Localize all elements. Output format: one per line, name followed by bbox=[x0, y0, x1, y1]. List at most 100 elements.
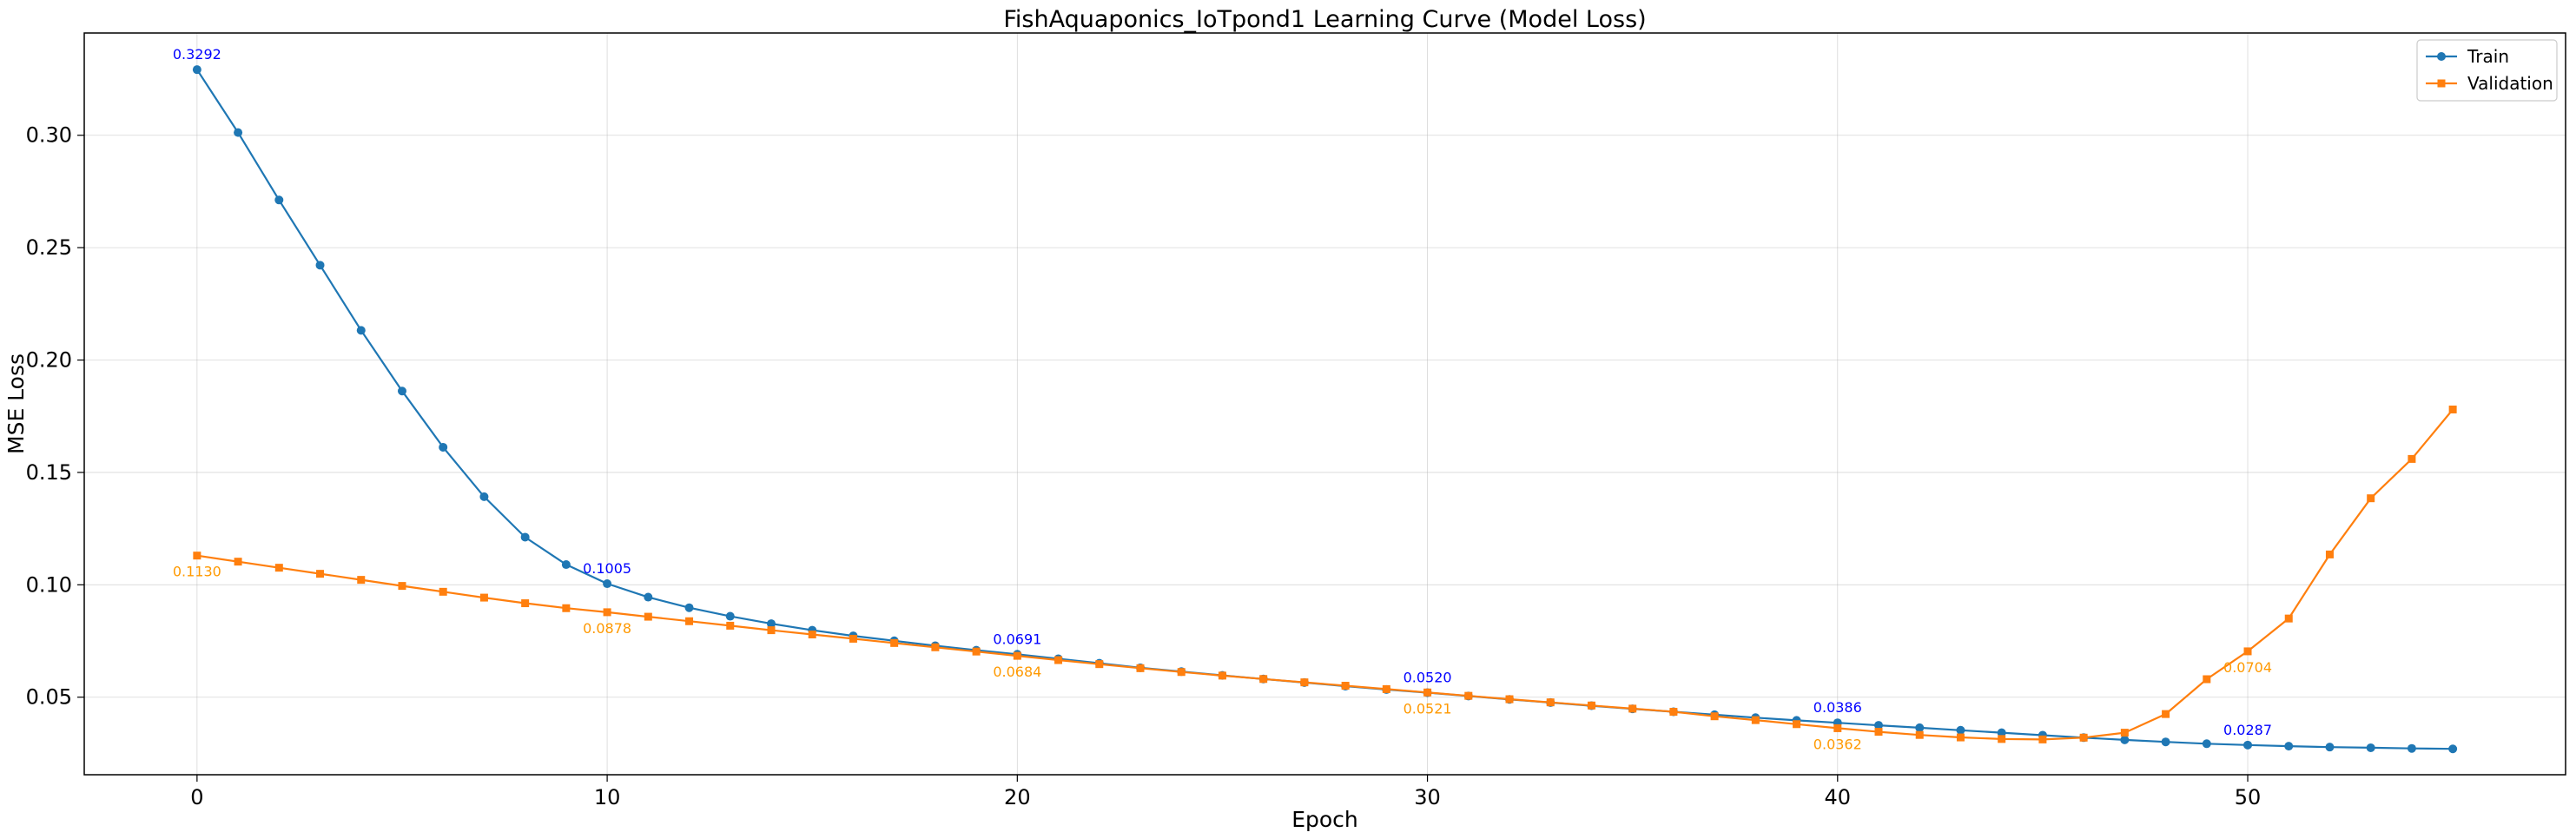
train-data-label: 0.3292 bbox=[173, 46, 221, 63]
validation-point bbox=[1669, 708, 1678, 717]
validation-point bbox=[2079, 733, 2088, 742]
validation-point bbox=[1382, 684, 1390, 693]
validation-point bbox=[1423, 688, 1432, 697]
train-data-label: 0.0386 bbox=[1813, 699, 1862, 716]
validation-data-label: 0.0704 bbox=[2223, 659, 2272, 676]
validation-point bbox=[849, 634, 857, 643]
validation-point bbox=[316, 570, 325, 578]
train-point bbox=[192, 65, 201, 75]
y-tick-label: 0.25 bbox=[26, 235, 72, 260]
validation-point bbox=[2203, 675, 2211, 684]
validation-series bbox=[193, 405, 2457, 743]
train-point bbox=[1997, 728, 2006, 737]
validation-point bbox=[2408, 454, 2416, 463]
validation-point bbox=[644, 612, 652, 621]
validation-point bbox=[1259, 675, 1268, 684]
validation-line bbox=[196, 408, 2454, 741]
train-point bbox=[315, 261, 325, 270]
series-layer bbox=[192, 65, 2458, 754]
validation-point bbox=[193, 552, 201, 560]
validation-point bbox=[808, 631, 816, 639]
validation-point bbox=[1546, 698, 1555, 707]
plot-frame bbox=[83, 32, 2566, 776]
validation-point bbox=[1505, 695, 1514, 704]
y-tick-label: 0.30 bbox=[26, 123, 72, 148]
validation-point bbox=[1915, 730, 1924, 739]
validation-point bbox=[1874, 728, 1883, 737]
train-point bbox=[766, 619, 776, 629]
validation-point bbox=[2120, 729, 2129, 737]
validation-point bbox=[1136, 664, 1145, 672]
validation-point bbox=[1095, 660, 1104, 669]
train-point bbox=[2202, 739, 2211, 749]
validation-point bbox=[479, 593, 488, 602]
train-point bbox=[479, 492, 489, 501]
validation-point bbox=[1998, 735, 2006, 743]
annotations: 0.3292 0.1005 0.0691 0.0520 0.0386 0.0287 0.11… bbox=[173, 46, 2272, 752]
train-point bbox=[234, 128, 243, 137]
legend: Train Validation bbox=[2416, 39, 2558, 102]
train-point bbox=[684, 603, 694, 612]
train-point bbox=[2284, 742, 2294, 751]
validation-point bbox=[1464, 691, 1473, 700]
grid bbox=[84, 33, 2566, 775]
validation-point bbox=[685, 617, 694, 625]
validation-point bbox=[1341, 682, 1350, 690]
validation-data-label: 0.0878 bbox=[583, 620, 631, 637]
x-tick-label: 30 bbox=[1414, 785, 1441, 809]
train-point bbox=[2325, 743, 2335, 752]
train-point bbox=[644, 592, 653, 602]
validation-point bbox=[1628, 704, 1637, 713]
train-point bbox=[2161, 737, 2170, 747]
validation-data-label: 0.0521 bbox=[1404, 700, 1452, 717]
train-point bbox=[2366, 743, 2375, 752]
x-tick-label: 10 bbox=[594, 785, 621, 809]
y-tick-label: 0.10 bbox=[26, 572, 72, 597]
train-data-label: 0.1005 bbox=[583, 560, 631, 577]
validation-point bbox=[603, 608, 611, 617]
train-point bbox=[2243, 740, 2253, 750]
validation-point bbox=[2448, 405, 2457, 413]
validation-point bbox=[726, 621, 735, 630]
validation-point bbox=[767, 626, 776, 635]
train-point bbox=[2120, 735, 2130, 744]
legend-swatch-marker bbox=[2437, 52, 2446, 61]
validation-data-label: 0.1130 bbox=[173, 564, 221, 580]
x-tick-label: 40 bbox=[1825, 785, 1852, 809]
x-tick-label: 20 bbox=[1004, 785, 1031, 809]
validation-point bbox=[439, 587, 447, 596]
validation-point bbox=[1300, 678, 1309, 687]
validation-point bbox=[1793, 720, 1801, 729]
train-point bbox=[561, 560, 571, 570]
x-tick-label: 0 bbox=[190, 785, 203, 809]
y-tick-label: 0.20 bbox=[26, 348, 72, 373]
validation-data-label: 0.0362 bbox=[1813, 736, 1862, 752]
ticks: 0 10 20 30 40 50 0.05 0.10 0.15 0.20 0.25 0.30 bbox=[26, 123, 2262, 809]
validation-point bbox=[1751, 716, 1760, 724]
train-point bbox=[1874, 721, 1884, 730]
train-data-label: 0.0520 bbox=[1404, 670, 1452, 686]
validation-point bbox=[2038, 735, 2047, 743]
train-point bbox=[1956, 725, 1965, 735]
validation-point bbox=[1054, 656, 1063, 664]
legend-label: Train bbox=[2467, 46, 2509, 67]
train-point bbox=[397, 386, 406, 396]
validation-data-label: 0.0684 bbox=[993, 664, 1041, 680]
validation-point bbox=[931, 643, 940, 651]
validation-point bbox=[521, 599, 530, 608]
validation-point bbox=[1710, 712, 1719, 721]
validation-point bbox=[2243, 647, 2252, 656]
train-point bbox=[520, 532, 530, 542]
train-point bbox=[2448, 744, 2458, 754]
validation-point bbox=[398, 582, 406, 591]
y-tick-label: 0.05 bbox=[26, 685, 72, 710]
validation-point bbox=[2284, 614, 2293, 623]
chart-title: FishAquaponics_IoTpond1 Learning Curve (… bbox=[1003, 6, 1646, 33]
validation-point bbox=[1956, 733, 1965, 742]
legend-entry-validation: Validation bbox=[2426, 73, 2553, 94]
validation-point bbox=[234, 558, 242, 566]
legend-label: Validation bbox=[2467, 73, 2553, 94]
train-point bbox=[356, 326, 366, 335]
